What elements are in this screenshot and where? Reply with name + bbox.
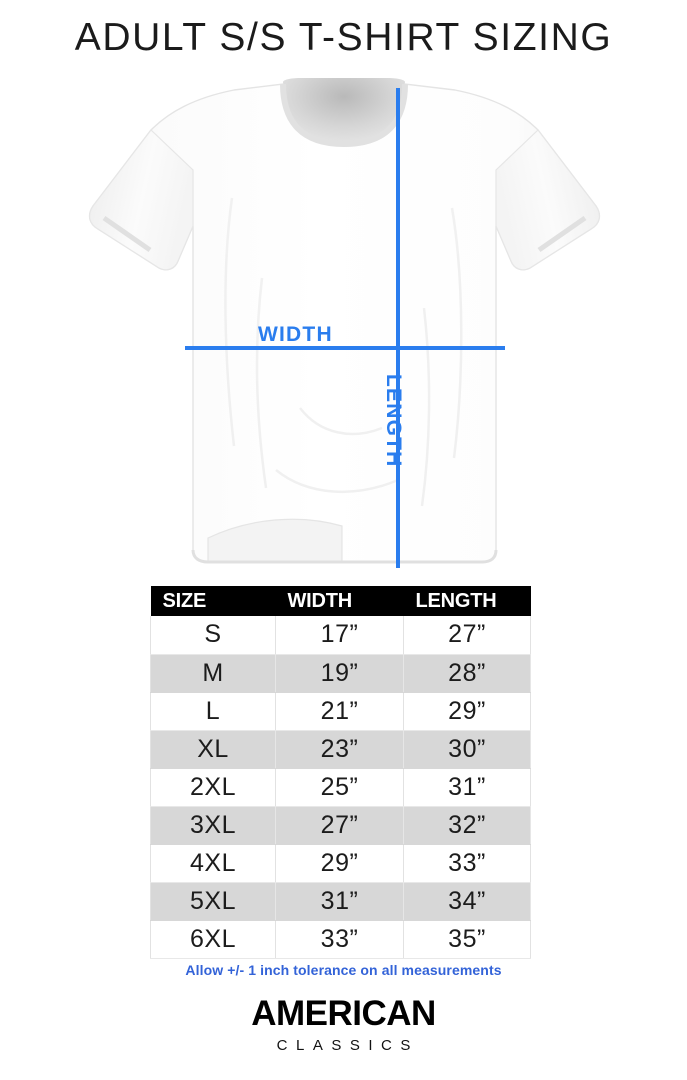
cell-size: 3XL (150, 806, 276, 845)
table-header: SIZE WIDTH LENGTH (150, 586, 531, 616)
cell-width: 27” (275, 806, 404, 845)
cell-length: 27” (403, 616, 531, 655)
cell-size: M (150, 654, 276, 693)
cell-size: 6XL (150, 920, 276, 959)
cell-size: XL (150, 730, 276, 769)
page-title: ADULT S/S T-SHIRT SIZING (74, 16, 613, 59)
cell-size: 5XL (150, 882, 276, 921)
brand-logo: AMERICAN CLASSICS (0, 996, 687, 1053)
table-row: L 21” 29” (150, 692, 531, 731)
cell-size: L (150, 692, 276, 731)
column-header-size: SIZE (150, 586, 276, 616)
length-measure-line (396, 88, 400, 568)
tolerance-note: Allow +/- 1 inch tolerance on all measur… (185, 962, 502, 978)
cell-length: 29” (403, 692, 531, 731)
table-row: 3XL 27” 32” (150, 806, 531, 845)
table-row: XL 23” 30” (150, 730, 531, 769)
column-header-length: LENGTH (403, 586, 531, 616)
cell-length: 35” (403, 920, 531, 959)
cell-width: 17” (275, 616, 404, 655)
cuff-right (537, 215, 587, 253)
cell-length: 28” (403, 654, 531, 693)
cell-width: 19” (275, 654, 404, 693)
table-row: S 17” 27” (150, 616, 531, 655)
column-header-width: WIDTH (275, 586, 404, 616)
brand-name-primary: AMERICAN (251, 994, 436, 1033)
table-row: 4XL 29” 33” (150, 844, 531, 883)
tshirt-illustration (88, 78, 601, 564)
cell-width: 33” (275, 920, 404, 959)
cell-width: 21” (275, 692, 404, 731)
size-chart-table: SIZE WIDTH LENGTH S 17” 27” M 19” 28” L … (150, 586, 531, 959)
cuff-left (102, 215, 152, 253)
table-header-row: SIZE WIDTH LENGTH (150, 586, 531, 616)
cell-width: 25” (275, 768, 404, 807)
cell-length: 30” (403, 730, 531, 769)
table-row: 5XL 31” 34” (150, 882, 531, 921)
fabric-folds (224, 197, 463, 507)
sleeve-left (88, 129, 194, 271)
bottom-hem (191, 549, 498, 564)
tshirt-diagram: WIDTH LENGTH (0, 78, 687, 578)
table-row: M 19” 28” (150, 654, 531, 693)
cell-length: 34” (403, 882, 531, 921)
table-body: S 17” 27” M 19” 28” L 21” 29” XL 23” 30”… (150, 616, 531, 959)
cell-length: 32” (403, 806, 531, 845)
cell-width: 31” (275, 882, 404, 921)
width-label: WIDTH (258, 323, 333, 346)
table-row: 2XL 25” 31” (150, 768, 531, 807)
cell-width: 29” (275, 844, 404, 883)
length-label: LENGTH (382, 374, 405, 468)
cell-length: 33” (403, 844, 531, 883)
cell-size: 4XL (150, 844, 276, 883)
hem-fold (207, 518, 343, 563)
cell-length: 31” (403, 768, 531, 807)
brand-name-secondary: CLASSICS (276, 1037, 419, 1054)
cell-size: S (150, 616, 276, 655)
cell-size: 2XL (150, 768, 276, 807)
collar-inner (283, 78, 405, 152)
width-measure-line (185, 346, 505, 350)
sleeve-right (495, 129, 601, 271)
cell-width: 23” (275, 730, 404, 769)
table-row: 6XL 33” 35” (150, 920, 531, 959)
